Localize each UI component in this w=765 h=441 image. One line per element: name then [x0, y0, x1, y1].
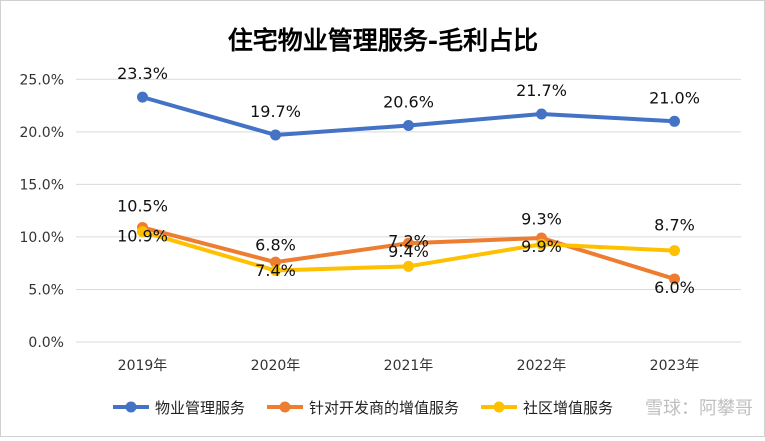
legend-label: 针对开发商的增值服务 — [309, 399, 459, 417]
data-label: 9.9% — [521, 237, 562, 256]
x-tick-label: 2023年 — [650, 358, 700, 374]
y-axis-tick-labels: 0.0% 5.0% 10.0% 15.0% 20.0% 25.0% — [20, 72, 64, 351]
data-label: 8.7% — [654, 216, 695, 235]
data-point — [270, 265, 281, 277]
chart-title: 住宅物业管理服务-毛利占比 — [228, 26, 538, 55]
data-point — [669, 273, 680, 285]
data-point — [403, 260, 414, 272]
data-label: 10.5% — [117, 197, 168, 216]
data-label: 20.6% — [383, 93, 434, 112]
y-tick-label: 0.0% — [28, 335, 64, 351]
data-label: 6.0% — [654, 278, 695, 297]
data-label: 23.3% — [117, 64, 168, 83]
y-tick-label: 10.0% — [20, 230, 64, 246]
data-point — [403, 237, 414, 249]
data-point — [137, 226, 148, 238]
watermark: 雪球：阿攀哥 — [645, 398, 753, 419]
legend-item: 社区增值服务 — [481, 399, 613, 417]
data-label: 19.7% — [250, 102, 301, 121]
data-label: 21.0% — [649, 88, 700, 107]
legend-marker — [279, 401, 291, 413]
legend: 物业管理服务 针对开发商的增值服务 社区增值服务 — [113, 399, 613, 417]
legend-label: 社区增值服务 — [523, 399, 613, 417]
data-labels: 23.3% 19.7% 20.6% 21.7% 21.0% 10.9% 7.4% 9.4% 9.… — [117, 64, 700, 297]
data-label: 7.2% — [388, 231, 429, 250]
x-axis-tick-labels: 2019年 2020年 2021年 2022年 2023年 — [118, 358, 700, 374]
data-point — [403, 120, 414, 132]
gridlines — [76, 78, 741, 343]
data-point — [536, 108, 547, 120]
x-tick-label: 2021年 — [384, 358, 434, 374]
data-point — [270, 256, 281, 268]
series-3 — [137, 226, 680, 277]
data-label: 9.4% — [388, 242, 429, 261]
data-label: 21.7% — [516, 81, 567, 100]
data-label: 6.8% — [255, 236, 296, 255]
legend-item: 针对开发商的增值服务 — [267, 399, 459, 417]
x-tick-label: 2019年 — [118, 358, 168, 374]
data-point — [137, 91, 148, 103]
y-tick-label: 15.0% — [20, 177, 64, 193]
data-label: 10.9% — [117, 226, 168, 245]
x-tick-label: 2020年 — [251, 358, 301, 374]
data-label: 9.3% — [521, 209, 562, 228]
data-point — [270, 129, 281, 141]
series-1 — [137, 91, 680, 141]
y-tick-label: 5.0% — [28, 282, 64, 298]
data-label: 7.4% — [255, 261, 296, 280]
data-point — [669, 245, 680, 257]
y-tick-label: 25.0% — [20, 72, 64, 88]
legend-label: 物业管理服务 — [155, 399, 245, 417]
legend-marker — [493, 401, 505, 413]
legend-marker — [125, 401, 137, 413]
x-tick-label: 2022年 — [517, 358, 567, 374]
y-tick-label: 20.0% — [20, 125, 64, 141]
data-point — [536, 238, 547, 250]
data-point — [669, 115, 680, 127]
series-layer — [137, 91, 680, 285]
legend-item: 物业管理服务 — [113, 399, 245, 417]
